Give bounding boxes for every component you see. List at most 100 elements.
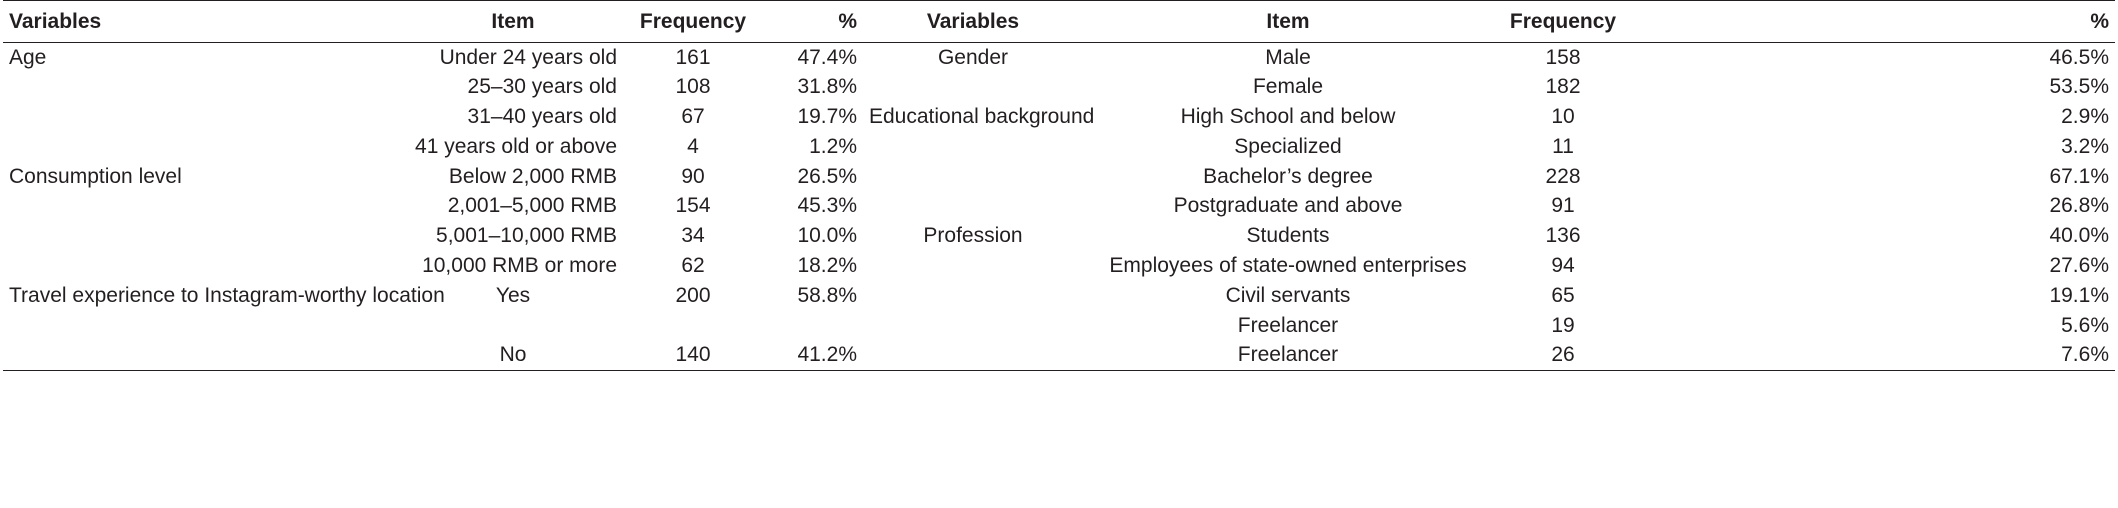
cell-variable xyxy=(3,102,403,132)
cell-frequency xyxy=(623,311,763,341)
cell-variable: Consumption level xyxy=(9,164,182,188)
cell-variable: Age xyxy=(9,45,47,69)
cell-percent: 31.8% xyxy=(797,75,857,99)
cell-item: Yes xyxy=(495,283,531,307)
cell-item: 2,001–5,000 RMB xyxy=(447,194,617,218)
header-variables: Variables xyxy=(3,0,403,43)
cell-frequency-2: 65 xyxy=(1551,283,1575,307)
cell-item-2: Civil servants xyxy=(1225,283,1351,307)
table-row: 25–30 years old 108 31.8% Female 182 53.… xyxy=(3,72,2115,102)
cell-percent-2: 26.8% xyxy=(2049,194,2109,218)
cell-item: 31–40 years old xyxy=(467,104,617,128)
table-body: Age Under 24 years old 161 47.4% Gender … xyxy=(3,43,2115,371)
cell-frequency-2: 136 xyxy=(1545,224,1581,248)
cell-variable xyxy=(3,132,403,162)
cell-frequency: 4 xyxy=(687,134,699,158)
header-item-2: Item xyxy=(1083,0,1493,43)
table-row: No 140 41.2% Freelancer 26 7.6% xyxy=(3,340,2115,371)
cell-item: 41 years old or above xyxy=(415,134,617,158)
cell-item-2: Employees of state-owned enterprises xyxy=(1109,253,1467,277)
cell-item-2: Male xyxy=(1265,45,1311,69)
header-item: Item xyxy=(403,0,623,43)
cell-frequency: 140 xyxy=(623,340,763,371)
cell-item: Below 2,000 RMB xyxy=(448,164,617,188)
cell-variable-2: Profession xyxy=(923,224,1023,248)
table-row: 2,001–5,000 RMB 154 45.3% Postgraduate a… xyxy=(3,191,2115,221)
cell-item: No xyxy=(403,340,623,371)
table-header-row: Variables Item Frequency % Variables Ite… xyxy=(3,0,2115,43)
cell-frequency: 161 xyxy=(675,45,711,69)
cell-percent: 1.2% xyxy=(809,134,857,158)
cell-item-2: Bachelor’s degree xyxy=(1203,164,1373,188)
cell-percent-2: 5.6% xyxy=(2061,313,2109,337)
cell-percent-2: 53.5% xyxy=(2049,75,2109,99)
cell-item xyxy=(403,311,623,341)
cell-variable-2 xyxy=(863,251,1083,281)
header-percent: % xyxy=(763,0,863,43)
cell-item: 10,000 RMB or more xyxy=(422,253,617,277)
cell-variable-2 xyxy=(863,191,1083,221)
cell-variable-2 xyxy=(863,311,1083,341)
cell-variable xyxy=(3,340,403,371)
cell-frequency: 108 xyxy=(675,75,711,99)
table-row: Consumption level Below 2,000 RMB 90 26.… xyxy=(3,162,2115,192)
cell-item-2: Female xyxy=(1252,75,1324,99)
cell-percent: 58.8% xyxy=(797,283,857,307)
table-row: Age Under 24 years old 161 47.4% Gender … xyxy=(3,43,2115,73)
cell-frequency-2: 158 xyxy=(1545,45,1581,69)
table-row: 5,001–10,000 RMB 34 10.0% Profession Stu… xyxy=(3,221,2115,251)
cell-variable-2 xyxy=(863,162,1083,192)
demographics-table: Variables Item Frequency % Variables Ite… xyxy=(3,0,2115,371)
cell-variable: Travel experience to Instagram-worthy lo… xyxy=(9,283,445,307)
cell-item: 25–30 years old xyxy=(467,75,617,99)
cell-frequency-2: 10 xyxy=(1551,104,1575,128)
cell-percent-2: 3.2% xyxy=(2061,134,2109,158)
cell-frequency: 154 xyxy=(675,194,711,218)
cell-frequency-2: 11 xyxy=(1552,134,1574,158)
cell-item-2: Specialized xyxy=(1234,134,1342,158)
cell-percent-2: 46.5% xyxy=(2049,45,2109,69)
cell-frequency: 34 xyxy=(681,224,705,248)
cell-variable xyxy=(3,311,403,341)
cell-percent: 47.4% xyxy=(797,45,857,69)
header-frequency-2: Frequency xyxy=(1493,0,1633,43)
cell-frequency: 67 xyxy=(681,104,705,128)
cell-frequency-2: 94 xyxy=(1551,253,1575,277)
cell-percent xyxy=(763,311,863,341)
cell-variable xyxy=(3,191,403,221)
table-row: 41 years old or above 4 1.2% Specialized… xyxy=(3,132,2115,162)
cell-variable-2 xyxy=(863,340,1083,371)
cell-percent-2: 67.1% xyxy=(2049,164,2109,188)
data-table-container: Variables Item Frequency % Variables Ite… xyxy=(3,0,2115,371)
table-row: 31–40 years old 67 19.7% Educational bac… xyxy=(3,102,2115,132)
cell-variable xyxy=(3,221,403,251)
cell-frequency: 62 xyxy=(681,253,705,277)
cell-item-2: Freelancer xyxy=(1237,313,1339,337)
cell-percent: 26.5% xyxy=(797,164,857,188)
cell-percent-2: 40.0% xyxy=(2049,224,2109,248)
cell-item-2: Postgraduate and above xyxy=(1173,194,1403,218)
cell-variable-2: Gender xyxy=(937,45,1009,69)
cell-variable-2 xyxy=(863,132,1083,162)
cell-item-2: Students xyxy=(1246,224,1330,248)
cell-frequency-2: 26 xyxy=(1493,340,1633,371)
cell-variable xyxy=(3,72,403,102)
cell-variable-2: Educational background xyxy=(869,104,1095,128)
cell-frequency-2: 228 xyxy=(1545,164,1581,188)
header-percent-2: % xyxy=(1633,0,2115,43)
cell-percent: 45.3% xyxy=(797,194,857,218)
table-row: Freelancer 19 5.6% xyxy=(3,311,2115,341)
cell-percent: 19.7% xyxy=(797,104,857,128)
cell-percent: 10.0% xyxy=(797,224,857,248)
cell-percent: 18.2% xyxy=(797,253,857,277)
cell-frequency-2: 19 xyxy=(1551,313,1575,337)
cell-frequency-2: 91 xyxy=(1551,194,1575,218)
table-row: 10,000 RMB or more 62 18.2% Employees of… xyxy=(3,251,2115,281)
cell-variable-2 xyxy=(863,281,1083,311)
cell-percent-2: 27.6% xyxy=(2049,253,2109,277)
cell-item-2: High School and below xyxy=(1180,104,1396,128)
cell-percent-2: 7.6% xyxy=(1633,340,2115,371)
cell-item-2: Freelancer xyxy=(1083,340,1493,371)
cell-frequency: 200 xyxy=(675,283,711,307)
cell-percent-2: 19.1% xyxy=(2049,283,2109,307)
